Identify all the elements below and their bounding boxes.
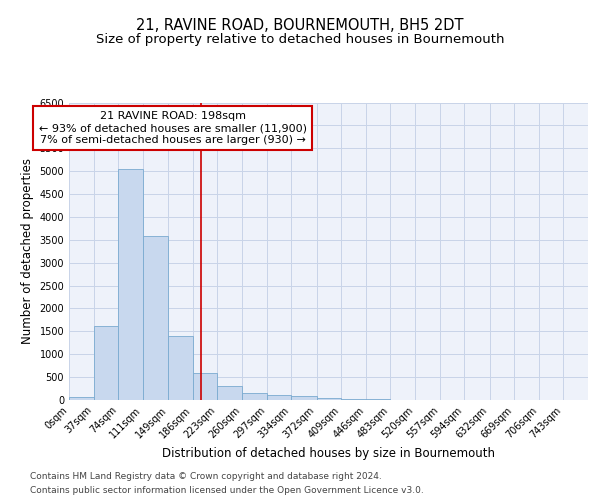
Bar	[193, 372, 217, 400]
Bar	[69, 397, 94, 400]
Bar	[217, 386, 242, 400]
Text: 21, RAVINE ROAD, BOURNEMOUTH, BH5 2DT: 21, RAVINE ROAD, BOURNEMOUTH, BH5 2DT	[136, 18, 464, 32]
Bar	[341, 398, 366, 400]
Text: 21 RAVINE ROAD: 198sqm
← 93% of detached houses are smaller (11,900)
7% of semi-: 21 RAVINE ROAD: 198sqm ← 93% of detached…	[39, 112, 307, 144]
Bar	[118, 169, 143, 400]
Bar	[143, 236, 168, 400]
X-axis label: Distribution of detached houses by size in Bournemouth: Distribution of detached houses by size …	[162, 447, 495, 460]
Bar	[242, 392, 266, 400]
Text: Size of property relative to detached houses in Bournemouth: Size of property relative to detached ho…	[96, 32, 504, 46]
Text: Contains HM Land Registry data © Crown copyright and database right 2024.: Contains HM Land Registry data © Crown c…	[30, 472, 382, 481]
Text: Contains public sector information licensed under the Open Government Licence v3: Contains public sector information licen…	[30, 486, 424, 495]
Bar	[168, 336, 193, 400]
Bar	[266, 394, 291, 400]
Bar	[291, 396, 317, 400]
Bar	[317, 398, 341, 400]
Bar	[94, 326, 118, 400]
Y-axis label: Number of detached properties: Number of detached properties	[21, 158, 34, 344]
Bar	[366, 399, 391, 400]
